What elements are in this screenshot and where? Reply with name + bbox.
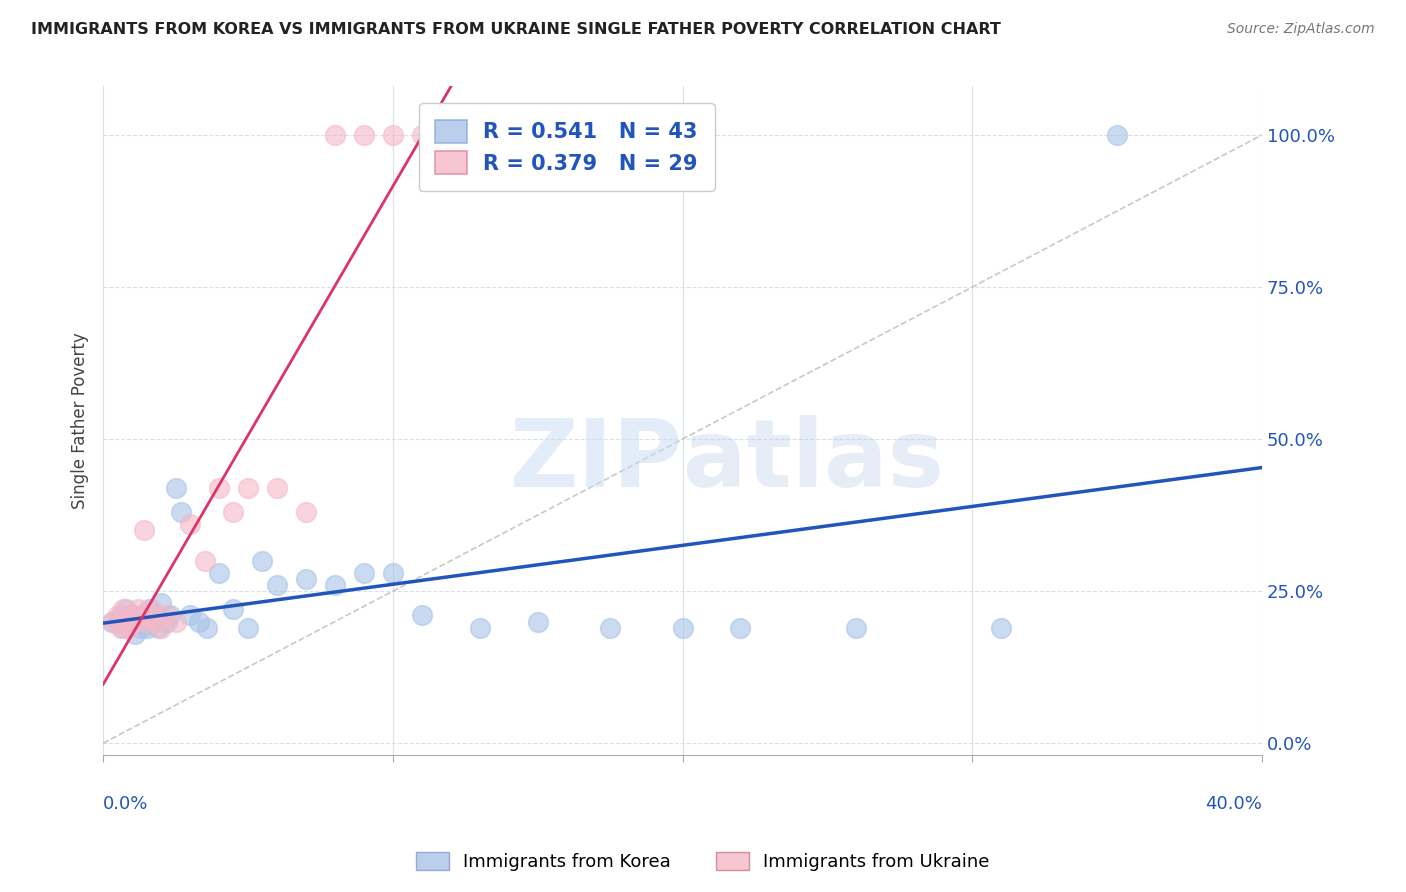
- Point: [381, 128, 404, 142]
- Point: [150, 621, 173, 635]
- Text: atlas: atlas: [682, 415, 943, 507]
- Point: [127, 615, 149, 629]
- Point: [156, 608, 179, 623]
- Point: [112, 602, 135, 616]
- Point: [599, 621, 621, 635]
- Point: [127, 602, 149, 616]
- Point: [146, 621, 169, 635]
- Point: [153, 615, 176, 629]
- Point: [159, 608, 181, 623]
- Point: [252, 554, 274, 568]
- Point: [266, 481, 288, 495]
- Point: [143, 615, 166, 629]
- Point: [121, 608, 143, 623]
- Point: [110, 621, 132, 635]
- Point: [323, 578, 346, 592]
- Point: [135, 621, 157, 635]
- Point: [156, 615, 179, 629]
- Point: [141, 602, 163, 616]
- Point: [150, 596, 173, 610]
- Point: [179, 608, 201, 623]
- Point: [526, 615, 548, 629]
- Point: [323, 128, 346, 142]
- Point: [411, 128, 433, 142]
- Point: [208, 481, 231, 495]
- Point: [132, 608, 155, 623]
- Point: [381, 566, 404, 580]
- Y-axis label: Single Father Poverty: Single Father Poverty: [72, 333, 89, 509]
- Point: [110, 608, 132, 623]
- Text: 40.0%: 40.0%: [1205, 796, 1263, 814]
- Point: [118, 615, 141, 629]
- Point: [266, 578, 288, 592]
- Legend: Immigrants from Korea, Immigrants from Ukraine: Immigrants from Korea, Immigrants from U…: [409, 845, 997, 879]
- Point: [115, 602, 138, 616]
- Point: [671, 621, 693, 635]
- Point: [129, 608, 152, 623]
- Point: [118, 621, 141, 635]
- Point: [138, 602, 160, 616]
- Point: [165, 615, 187, 629]
- Point: [845, 621, 868, 635]
- Point: [141, 615, 163, 629]
- Point: [165, 481, 187, 495]
- Point: [124, 615, 146, 629]
- Point: [295, 572, 318, 586]
- Point: [730, 621, 752, 635]
- Point: [295, 505, 318, 519]
- Point: [990, 621, 1012, 635]
- Point: [236, 621, 259, 635]
- Point: [121, 608, 143, 623]
- Point: [187, 615, 209, 629]
- Point: [170, 505, 193, 519]
- Point: [197, 621, 219, 635]
- Text: ZIP: ZIP: [509, 415, 682, 507]
- Point: [107, 608, 129, 623]
- Point: [124, 626, 146, 640]
- Point: [193, 554, 215, 568]
- Point: [107, 615, 129, 629]
- Point: [222, 505, 245, 519]
- Point: [101, 615, 124, 629]
- Point: [135, 615, 157, 629]
- Point: [236, 481, 259, 495]
- Point: [143, 608, 166, 623]
- Point: [129, 621, 152, 635]
- Point: [353, 566, 375, 580]
- Point: [222, 602, 245, 616]
- Point: [468, 621, 491, 635]
- Point: [1105, 128, 1128, 142]
- Point: [179, 517, 201, 532]
- Text: IMMIGRANTS FROM KOREA VS IMMIGRANTS FROM UKRAINE SINGLE FATHER POVERTY CORRELATI: IMMIGRANTS FROM KOREA VS IMMIGRANTS FROM…: [31, 22, 1001, 37]
- Point: [101, 615, 124, 629]
- Text: 0.0%: 0.0%: [103, 796, 149, 814]
- Point: [353, 128, 375, 142]
- Point: [208, 566, 231, 580]
- Point: [115, 615, 138, 629]
- Point: [138, 608, 160, 623]
- Point: [411, 608, 433, 623]
- Point: [132, 524, 155, 538]
- Text: Source: ZipAtlas.com: Source: ZipAtlas.com: [1227, 22, 1375, 37]
- Point: [112, 621, 135, 635]
- Legend: R = 0.541   N = 43, R = 0.379   N = 29: R = 0.541 N = 43, R = 0.379 N = 29: [419, 103, 714, 191]
